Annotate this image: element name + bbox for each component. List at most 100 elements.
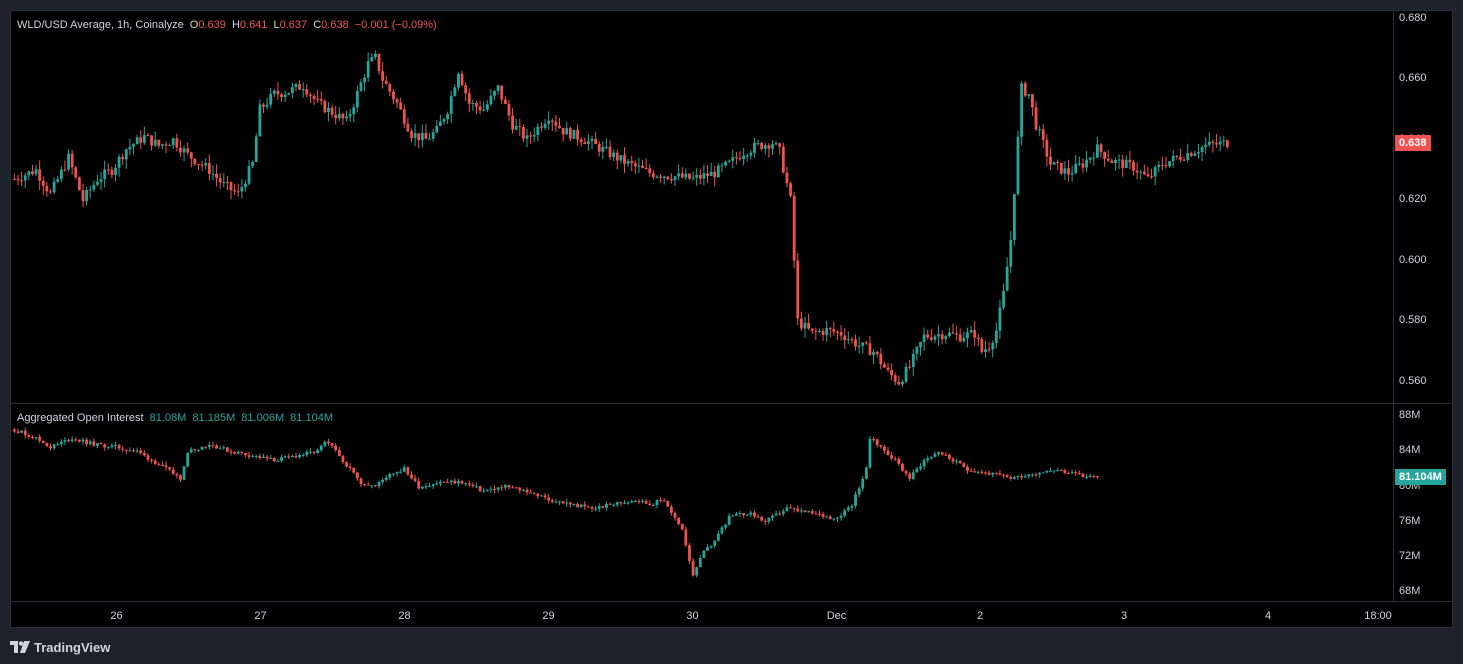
candle bbox=[16, 174, 20, 186]
candle bbox=[276, 459, 280, 462]
candle bbox=[720, 525, 724, 535]
candle bbox=[85, 186, 88, 206]
candle bbox=[1142, 164, 1146, 176]
candle bbox=[305, 449, 309, 457]
candle bbox=[803, 316, 807, 338]
candle bbox=[583, 137, 587, 145]
candle bbox=[63, 437, 67, 446]
candle bbox=[27, 433, 31, 440]
candle bbox=[1081, 158, 1085, 173]
candle bbox=[121, 153, 125, 165]
candle bbox=[864, 340, 868, 345]
chart-frame[interactable]: WLD/USD Average, 1h, Coinalyze O0.639 H0… bbox=[10, 10, 1453, 628]
time-label: 18:00 bbox=[1364, 610, 1392, 622]
time-axis[interactable]: 26 27 28 29 30 Dec 2 3 4 18:00 bbox=[11, 601, 1452, 627]
open-interest-axis[interactable]: 88M 84M 80M 76M 72M 68M 81.104M bbox=[1393, 404, 1452, 601]
candle bbox=[1117, 154, 1121, 170]
candle bbox=[175, 472, 179, 479]
candle bbox=[630, 499, 634, 503]
candle bbox=[341, 112, 345, 126]
candle bbox=[348, 463, 352, 471]
oi-low-value: 81.006M bbox=[241, 412, 285, 424]
candle bbox=[695, 566, 699, 578]
candle bbox=[727, 159, 731, 163]
candle bbox=[998, 469, 1002, 476]
candle bbox=[59, 439, 63, 447]
candle bbox=[1193, 150, 1197, 157]
candle bbox=[720, 162, 724, 172]
candle bbox=[381, 61, 385, 89]
candle bbox=[359, 78, 363, 92]
candle bbox=[547, 111, 551, 130]
price-candles[interactable] bbox=[11, 11, 1393, 403]
candle bbox=[1110, 158, 1114, 164]
open-interest-pane[interactable]: Aggregated Open Interest 81.08M 81.185M … bbox=[11, 404, 1393, 601]
candle bbox=[937, 325, 940, 346]
candle bbox=[1139, 169, 1143, 180]
candle bbox=[236, 449, 240, 455]
candle bbox=[1182, 156, 1186, 162]
candle bbox=[785, 166, 789, 188]
open-interest-candles[interactable] bbox=[11, 404, 1393, 601]
candle bbox=[922, 458, 926, 470]
candle bbox=[381, 477, 385, 485]
candle bbox=[280, 454, 283, 463]
candle bbox=[1049, 147, 1052, 171]
candle bbox=[619, 155, 623, 164]
price-pane[interactable]: WLD/USD Average, 1h, Coinalyze O0.639 H0… bbox=[11, 11, 1393, 403]
candle bbox=[74, 166, 78, 180]
candle bbox=[745, 153, 749, 162]
candle bbox=[662, 498, 666, 502]
candle bbox=[1045, 470, 1049, 474]
candle bbox=[103, 443, 107, 451]
candle bbox=[763, 142, 767, 155]
candle bbox=[81, 437, 85, 445]
candle bbox=[781, 142, 785, 174]
candle bbox=[496, 486, 500, 493]
candle bbox=[384, 75, 388, 85]
candle bbox=[337, 446, 341, 457]
candle bbox=[77, 439, 81, 443]
candle bbox=[1031, 473, 1034, 478]
candle bbox=[493, 485, 496, 494]
candle bbox=[684, 526, 688, 548]
candle bbox=[366, 481, 370, 486]
candle bbox=[919, 463, 922, 471]
candle bbox=[532, 127, 536, 142]
pane-separator[interactable] bbox=[11, 403, 1452, 404]
y-tick-label: 68M bbox=[1399, 585, 1421, 598]
candle bbox=[724, 160, 727, 168]
candle bbox=[370, 52, 374, 63]
candle bbox=[1153, 165, 1157, 186]
candle bbox=[984, 340, 987, 358]
candle bbox=[1045, 134, 1049, 167]
candle bbox=[374, 50, 377, 60]
candle bbox=[756, 139, 760, 146]
candle bbox=[103, 160, 107, 188]
candle bbox=[467, 480, 471, 487]
candle bbox=[464, 482, 468, 486]
candle bbox=[735, 152, 738, 165]
candle bbox=[633, 160, 637, 174]
candle bbox=[1031, 93, 1034, 116]
candle bbox=[377, 480, 381, 489]
candle bbox=[908, 471, 912, 482]
candle bbox=[709, 162, 713, 177]
candle bbox=[511, 107, 514, 134]
candle bbox=[962, 462, 966, 468]
candle bbox=[1225, 139, 1229, 149]
candle bbox=[323, 440, 327, 448]
candle bbox=[99, 171, 103, 190]
candle bbox=[1027, 473, 1031, 479]
candle bbox=[753, 137, 756, 158]
candle bbox=[825, 320, 829, 342]
candle bbox=[760, 141, 764, 151]
tradingview-branding[interactable]: TradingView bbox=[10, 637, 110, 657]
candle bbox=[251, 454, 255, 458]
candle bbox=[536, 492, 540, 499]
candle bbox=[1085, 474, 1088, 480]
candle bbox=[608, 140, 612, 161]
candle bbox=[240, 178, 244, 199]
candle bbox=[879, 444, 883, 449]
